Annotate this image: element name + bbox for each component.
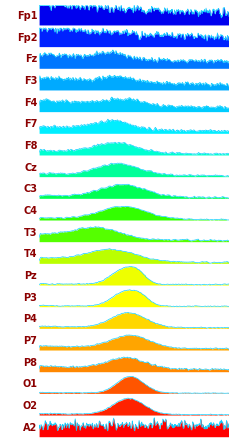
Text: P4: P4	[23, 314, 37, 324]
Text: C4: C4	[23, 206, 37, 216]
Text: F3: F3	[24, 76, 37, 86]
Text: Fz: Fz	[25, 54, 37, 64]
Text: T3: T3	[24, 227, 37, 238]
Text: P8: P8	[23, 358, 37, 367]
Text: F4: F4	[24, 98, 37, 107]
Text: C3: C3	[23, 184, 37, 194]
Text: Cz: Cz	[24, 162, 37, 172]
Text: F7: F7	[24, 119, 37, 129]
Text: A2: A2	[23, 422, 37, 433]
Text: Pz: Pz	[24, 271, 37, 281]
Text: Fp2: Fp2	[17, 33, 37, 43]
Text: P7: P7	[23, 336, 37, 346]
Text: F8: F8	[24, 141, 37, 151]
Text: O2: O2	[22, 401, 37, 411]
Text: P3: P3	[23, 293, 37, 303]
Text: O1: O1	[22, 379, 37, 389]
Text: Fp1: Fp1	[17, 11, 37, 21]
Text: T4: T4	[24, 249, 37, 259]
